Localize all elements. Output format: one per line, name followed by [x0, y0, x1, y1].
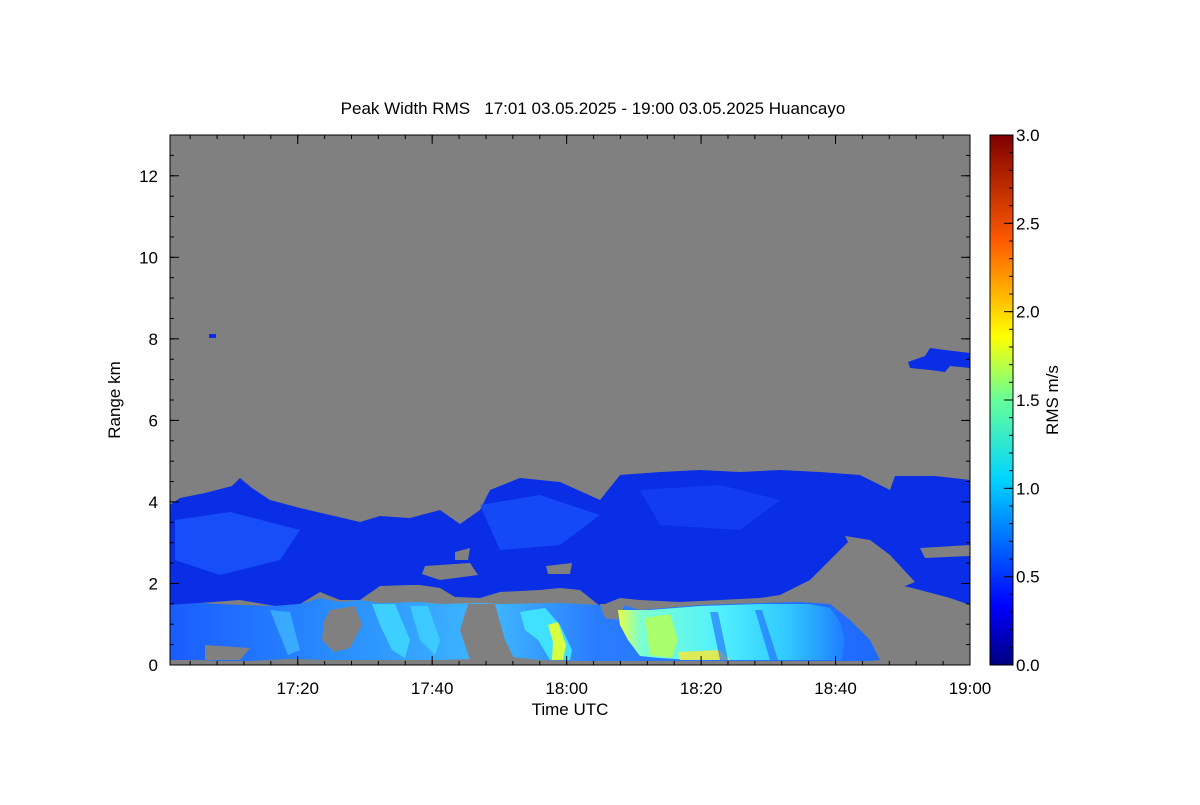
- y-tick-label: 6: [149, 411, 158, 430]
- heatmap-streak: [175, 512, 300, 575]
- y-tick-label: 2: [149, 574, 158, 593]
- x-tick-label: 18:00: [545, 679, 588, 698]
- colorbar-tick-label: 1.0: [1016, 479, 1040, 498]
- y-axis: 0 2 4 6 8 10 12: [139, 134, 970, 675]
- colorbar-tick-label: 0.0: [1016, 656, 1040, 675]
- x-axis-label: Time UTC: [532, 700, 609, 719]
- heatmap-gap: [845, 536, 915, 588]
- y-tick-label: 10: [139, 248, 158, 267]
- heatmap-gap: [322, 606, 362, 652]
- heatmap-streak: [270, 610, 300, 655]
- colorbar-tick-label: 0.5: [1016, 568, 1040, 587]
- heatmap-gap: [455, 548, 470, 560]
- colorbar-tick-label: 2.5: [1016, 214, 1040, 233]
- x-tick-label: 18:20: [680, 679, 723, 698]
- heatmap-streak: [372, 604, 410, 658]
- heatmap-streak: [640, 485, 780, 530]
- heatmap-streak: [645, 614, 678, 658]
- heatmap-streak: [548, 622, 566, 660]
- heatmap-speck: [209, 334, 216, 338]
- heatmap-region-upper-patch: [908, 348, 970, 372]
- heatmap-streak: [480, 495, 600, 550]
- x-tick-label: 17:20: [276, 679, 319, 698]
- y-tick-label: 8: [149, 330, 158, 349]
- colorbar-tick-label: 1.5: [1016, 391, 1040, 410]
- colorbar-tick-label: 2.0: [1016, 303, 1040, 322]
- y-tick-label: 4: [149, 493, 158, 512]
- x-tick-label: 19:00: [949, 679, 992, 698]
- heatmap-gap: [205, 645, 250, 660]
- data-layer: [170, 334, 970, 661]
- x-axis: 17:20 17:40 18:00 18:20 18:40 19:00: [189, 135, 992, 698]
- y-tick-label: 0: [149, 656, 158, 675]
- heatmap-gap: [460, 604, 515, 660]
- heatmap-gap: [920, 545, 970, 558]
- heatmap-streak: [710, 612, 728, 660]
- heatmap-gap: [422, 563, 478, 580]
- heatmap-gap: [546, 563, 572, 574]
- heatmap-streak: [410, 606, 440, 655]
- heatmap-gap: [600, 604, 625, 620]
- x-tick-label: 17:40: [411, 679, 454, 698]
- chart-title: Peak Width RMS 17:01 03.05.2025 - 19:00 …: [341, 99, 846, 118]
- colorbar-axis: 0.0 0.5 1.0 1.5 2.0 2.5 3.0: [1004, 126, 1040, 675]
- y-tick-label: 12: [139, 167, 158, 186]
- y-axis-label: Range km: [105, 361, 124, 438]
- colorbar-label: RMS m/s: [1043, 365, 1062, 435]
- x-tick-label: 18:40: [814, 679, 857, 698]
- heatmap-streak: [755, 610, 778, 660]
- colorbar-tick-label: 3.0: [1016, 126, 1040, 145]
- heatmap-streak: [678, 650, 730, 660]
